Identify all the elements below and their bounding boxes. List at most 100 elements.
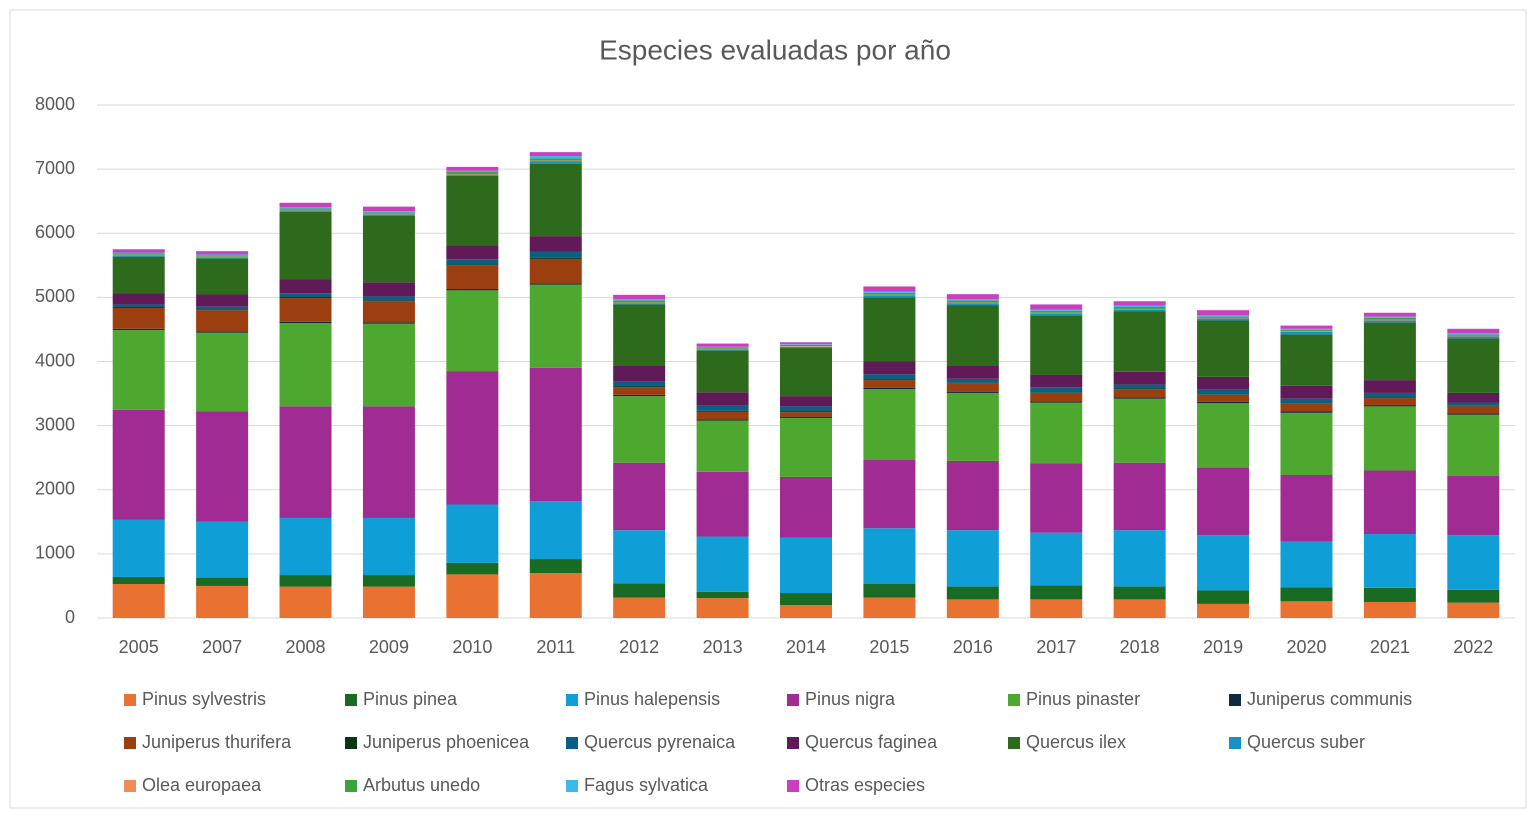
- bar-segment: [529, 573, 582, 618]
- bar-segment: [1280, 411, 1333, 413]
- bar-segment: [112, 254, 165, 256]
- legend-swatch: [566, 694, 578, 706]
- bar-segment: [1197, 401, 1250, 404]
- bar-segment: [696, 347, 749, 349]
- bar-segment: [1113, 530, 1166, 587]
- bar-segment: [362, 300, 415, 302]
- bar-segment: [112, 256, 165, 294]
- bar-segment: [863, 379, 916, 381]
- legend-swatch: [787, 694, 799, 706]
- legend-swatch: [1229, 694, 1241, 706]
- x-tick-label: 2020: [1286, 637, 1326, 657]
- bar-segment: [1363, 322, 1416, 381]
- bar-segment: [613, 530, 666, 584]
- bar-segment: [446, 166, 499, 171]
- x-tick-label: 2005: [119, 637, 159, 657]
- bar-segment: [696, 598, 749, 618]
- bar-segment: [1197, 316, 1250, 318]
- bar-segment: [1280, 325, 1333, 329]
- bar-segment: [1363, 392, 1416, 398]
- bar-segment: [1280, 587, 1333, 602]
- bar-segment: [446, 245, 499, 260]
- bar-segment: [1363, 317, 1416, 320]
- x-tick-label: 2009: [369, 637, 409, 657]
- bar-segment: [1447, 535, 1500, 590]
- bar-segment: [279, 323, 332, 407]
- y-tick-label: 0: [65, 607, 75, 627]
- bar-segment: [696, 405, 749, 411]
- x-tick-label: 2018: [1120, 637, 1160, 657]
- bar-segment: [446, 175, 499, 246]
- bar-segment: [446, 174, 499, 176]
- bar-segment: [946, 383, 999, 392]
- bar-segment: [1280, 334, 1333, 386]
- bar-segment: [1030, 310, 1083, 313]
- bar-segment: [196, 258, 249, 295]
- bar-segment: [613, 294, 666, 300]
- bar-segment: [780, 344, 832, 345]
- bar-segment: [446, 170, 499, 173]
- bar-segment: [279, 586, 332, 618]
- bar-segment: [1030, 387, 1083, 393]
- bar-segment: [696, 536, 749, 592]
- y-tick-label: 7000: [35, 158, 75, 178]
- bar-segment: [1113, 397, 1166, 399]
- bar-segment: [780, 411, 832, 413]
- legend-label: Fagus sylvatica: [584, 775, 709, 795]
- bar-segment: [780, 417, 832, 477]
- bar-segment: [1030, 315, 1083, 375]
- bar-segment: [196, 257, 249, 259]
- bar-segment: [279, 210, 332, 212]
- bar-segment: [446, 290, 499, 372]
- bar-segment: [1197, 310, 1250, 316]
- bar-segment: [112, 330, 165, 410]
- bar-segment: [863, 380, 916, 388]
- bar-segment: [529, 283, 582, 285]
- bar-segment: [112, 576, 165, 585]
- bar-segment: [613, 462, 666, 531]
- legend-swatch: [124, 694, 136, 706]
- bar-segment: [613, 386, 666, 388]
- bar-segment: [696, 591, 749, 599]
- bar-segment: [780, 537, 832, 593]
- bar-segment: [863, 294, 916, 296]
- legend-label: Olea europaea: [142, 775, 262, 795]
- bar-segment: [946, 391, 999, 393]
- bar-segment: [196, 310, 249, 332]
- bar-segment: [529, 501, 582, 560]
- x-tick-label: 2017: [1036, 637, 1076, 657]
- legend-label: Pinus nigra: [805, 689, 896, 709]
- legend-label: Quercus ilex: [1026, 732, 1126, 752]
- bar-segment: [1197, 394, 1250, 395]
- bar-segment: [279, 202, 332, 208]
- bar-segment: [780, 592, 832, 606]
- bar-segment: [863, 295, 916, 298]
- bar-segment: [446, 371, 499, 505]
- bar-segment: [1447, 392, 1500, 403]
- bar-segment: [613, 300, 666, 303]
- bar-segment: [1113, 306, 1166, 309]
- bar-segment: [946, 305, 999, 366]
- bar-segment: [279, 298, 332, 322]
- bar-segment: [1113, 301, 1166, 306]
- bar-segment: [362, 206, 415, 212]
- bar-segment: [1113, 388, 1166, 390]
- legend-label: Pinus pinaster: [1026, 689, 1140, 709]
- y-tick-label: 2000: [35, 479, 75, 499]
- bar-segment: [362, 212, 415, 214]
- bar-segment: [613, 381, 666, 387]
- bar-segment: [1280, 403, 1333, 412]
- bar-segment: [780, 412, 832, 417]
- bar-segment: [529, 160, 582, 162]
- bar-segment: [780, 346, 832, 347]
- bar-segment: [863, 584, 916, 598]
- x-tick-label: 2008: [286, 637, 326, 657]
- bar-segment: [1447, 333, 1500, 335]
- bar-segment: [1030, 392, 1083, 402]
- bar-segment: [1113, 389, 1166, 398]
- bar-segment: [362, 211, 415, 213]
- x-tick-label: 2010: [452, 637, 492, 657]
- bar-segment: [112, 328, 165, 331]
- bar-segment: [279, 297, 332, 299]
- bar-segment: [1113, 311, 1166, 372]
